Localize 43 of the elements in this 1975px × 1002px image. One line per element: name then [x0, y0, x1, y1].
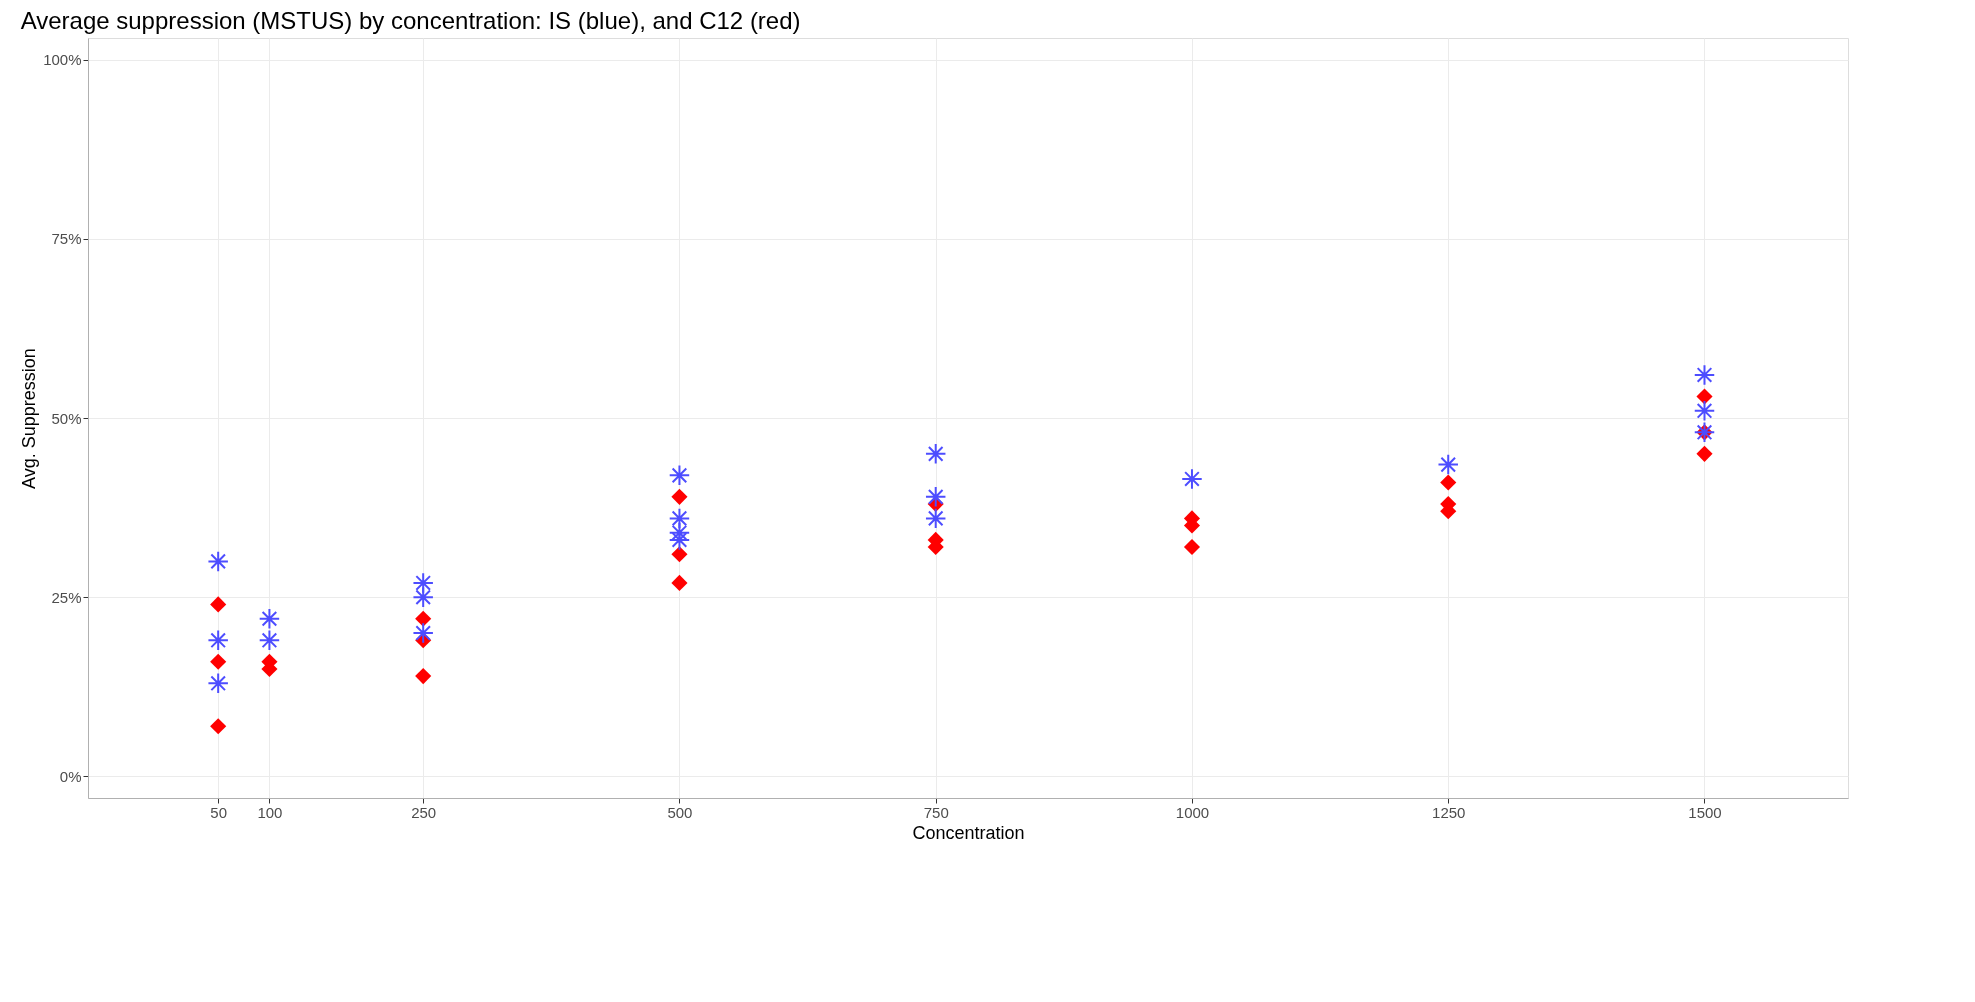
point [1181, 468, 1203, 490]
y-tick-label: 75% [51, 230, 82, 248]
point [207, 672, 229, 695]
x-tick-label: 750 [923, 803, 949, 821]
point [412, 622, 434, 644]
point [415, 668, 432, 685]
y-tick-label: 25% [51, 588, 82, 606]
point [924, 443, 947, 465]
x-tick-label: 100 [257, 803, 283, 821]
chart-title: Average suppression (MSTUS) by concentration: IS (blue), and C12 (red) [20, 7, 801, 34]
point [258, 629, 281, 652]
point [1693, 364, 1716, 386]
point [1696, 445, 1713, 462]
point [924, 486, 947, 508]
point [210, 653, 227, 670]
x-tick-label: 1000 [1175, 803, 1210, 821]
y-axis-title: Avg. Suppression [19, 348, 40, 489]
point [1696, 388, 1713, 405]
point [1440, 474, 1457, 491]
y-tick-label: 100% [43, 51, 82, 69]
point [1437, 453, 1459, 476]
x-tick-label: 1250 [1432, 803, 1466, 821]
x-tick-label: 250 [411, 803, 437, 821]
point [924, 507, 947, 530]
point [1183, 538, 1201, 556]
point [207, 629, 229, 652]
point [671, 546, 688, 563]
x-tick-label: 50 [210, 803, 228, 821]
x-tick-label: 1500 [1688, 803, 1722, 821]
y-tick-label: 0% [59, 767, 82, 785]
point [207, 550, 229, 573]
point [415, 610, 432, 627]
point [668, 464, 691, 487]
point [412, 586, 434, 608]
point [671, 574, 688, 591]
point [210, 596, 227, 613]
point [210, 718, 227, 735]
point [258, 608, 281, 630]
x-tick-label: 500 [667, 803, 693, 821]
x-axis-title: Concentration [912, 822, 1025, 843]
point [1693, 400, 1716, 422]
point [671, 488, 688, 505]
y-tick-label: 50% [51, 409, 82, 427]
